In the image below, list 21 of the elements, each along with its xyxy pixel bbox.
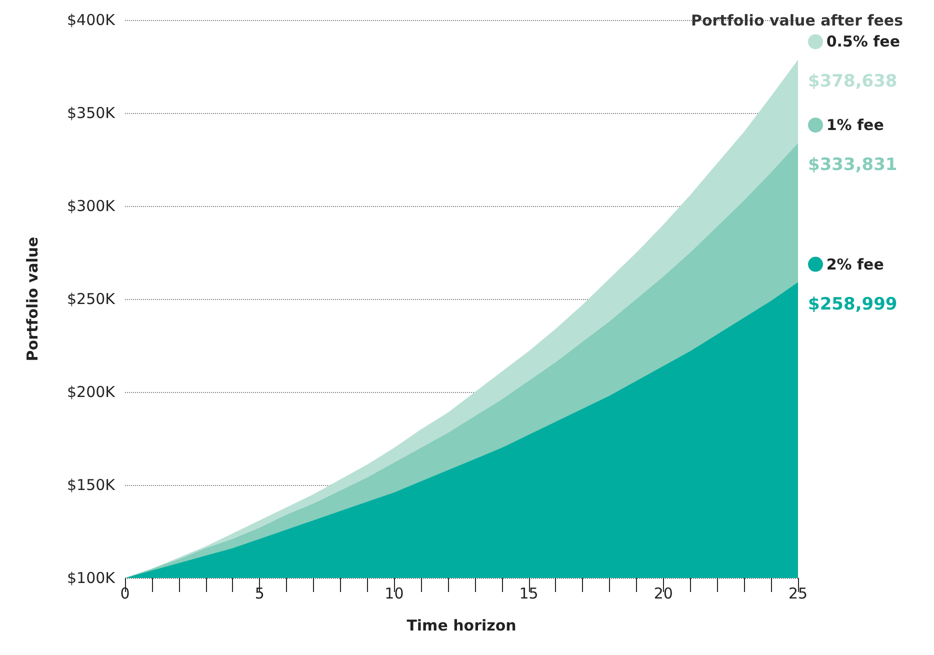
legend-label: 2% fee [826,255,884,274]
legend-label: 0.5% fee [826,32,900,51]
data-label: $378,638 [808,72,898,92]
x-tick-label: 15 [519,584,538,602]
y-tick-label: $250K [66,290,116,308]
y-tick-label: $400K [66,11,116,29]
data-label: $258,999 [808,294,898,314]
x-tick-label: 0 [120,584,130,602]
data-label: $333,831 [808,155,898,176]
x-tick-label: 20 [654,584,673,602]
legend-title: Portfolio value after fees [690,12,904,30]
y-axis-title: Portfolio value [24,236,42,362]
x-axis-title: Time horizon [406,616,516,634]
y-tick-label: $300K [66,197,116,215]
x-tick-label: 10 [384,584,404,602]
y-tick-label: $350K [66,104,116,122]
legend-label: 1% fee [826,116,884,134]
y-tick-label: $150K [66,476,116,494]
x-tick-label: 25 [788,584,808,602]
y-tick-label: $100K [66,569,116,587]
y-tick-label: $200K [66,383,116,401]
